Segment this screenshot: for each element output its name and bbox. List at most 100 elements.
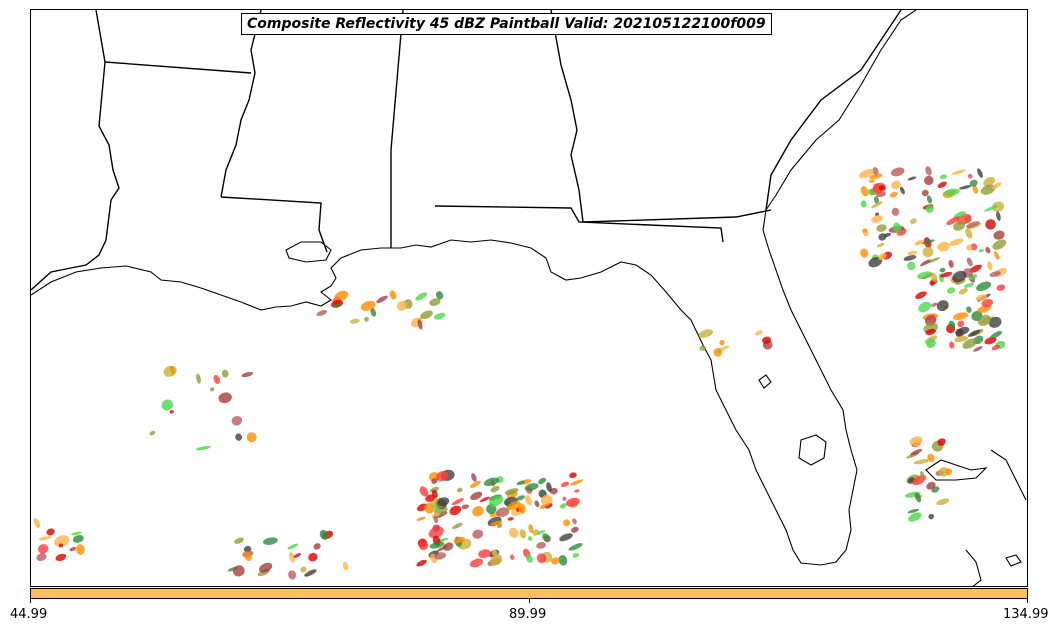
paintball-cell: [534, 500, 540, 508]
paintball-cell: [863, 231, 869, 237]
paintball-cell: [925, 166, 932, 176]
paintball-cell: [510, 554, 515, 560]
paintball-cell: [490, 485, 500, 493]
bahamas-a: [990, 449, 1027, 501]
gulf-coast-west: [31, 209, 858, 566]
paintball-cell: [536, 553, 547, 564]
paintball-cell: [937, 438, 946, 446]
paintball-cell: [519, 529, 527, 539]
paintball-cell: [195, 445, 212, 451]
paintball-cell: [262, 537, 278, 545]
paintball-cell: [244, 551, 252, 561]
paintball-cell: [420, 310, 433, 320]
colorbar: [30, 588, 1028, 599]
paintball-cell: [967, 329, 981, 337]
paintball-cell: [241, 371, 254, 378]
paintball-cell: [991, 201, 1005, 212]
bahamas-c: [1005, 554, 1022, 567]
paintball-cell: [991, 344, 1000, 351]
paintball-cell: [417, 319, 423, 330]
paintball-cell: [871, 215, 883, 223]
paintball-cell: [287, 543, 299, 550]
paintball-cell: [333, 303, 342, 308]
paintball-cell: [939, 174, 947, 180]
paintball-cell: [928, 513, 935, 520]
paintball-cell: [975, 294, 988, 301]
paintball-cell: [909, 218, 917, 224]
paintball-cell: [472, 529, 484, 539]
paintball-cell: [319, 529, 329, 540]
paintball-cell: [953, 221, 966, 231]
paintball-cell: [431, 512, 440, 518]
paintball-cell: [75, 544, 85, 555]
paintball-cell: [490, 520, 503, 526]
paintball-cell: [925, 328, 936, 336]
paintball-cell: [433, 515, 439, 524]
paintball-cell: [972, 184, 978, 194]
paintball-cell: [431, 478, 438, 484]
paintball-cell: [196, 373, 201, 384]
paintball-cell: [945, 468, 953, 476]
paintball-cell: [483, 477, 499, 487]
border-alabama-florida: [434, 205, 724, 243]
paintball-cell: [209, 387, 215, 392]
paintball-cell: [539, 504, 547, 510]
paintball-cell: [570, 479, 584, 486]
paintball-cell: [517, 503, 526, 514]
paintball-cell: [965, 228, 973, 239]
paintball-cell: [516, 495, 526, 501]
lake-okeechobee: [798, 434, 827, 466]
colorbar-tick-right: [1027, 599, 1028, 603]
paintball-cell: [334, 290, 349, 302]
paintball-cell: [889, 191, 898, 198]
paintball-cell: [451, 498, 464, 506]
paintball-cell: [993, 230, 1005, 240]
paintball-cell: [976, 281, 992, 292]
paintball-cell: [313, 543, 321, 550]
paintball-cell: [538, 477, 547, 485]
paintball-cell: [434, 552, 447, 560]
colorbar-tick-left: [30, 599, 31, 603]
paintball-cell: [924, 175, 934, 186]
paintball-cell: [457, 487, 463, 493]
paintball-cell: [957, 320, 965, 328]
paintball-cell: [443, 542, 454, 551]
paintball-cell: [435, 291, 444, 300]
paintball-cell: [762, 336, 772, 344]
paintball-cell: [926, 481, 936, 490]
paintball-cell: [914, 492, 922, 503]
border-arkansas-louisiana: [104, 61, 252, 74]
paintball-cell: [878, 253, 887, 261]
paintball-cell: [948, 320, 956, 329]
paintball-cell: [967, 173, 973, 179]
paintball-cell: [958, 288, 968, 295]
paintball-cell: [755, 330, 763, 336]
colorbar-tick-center: [529, 599, 530, 603]
paintball-cell: [907, 261, 916, 271]
paintball-cell: [149, 430, 156, 436]
paintball-cell: [304, 569, 317, 577]
border-georgia-florida: [582, 209, 772, 223]
paintball-cell: [953, 211, 966, 219]
paintball-cell: [559, 503, 567, 509]
paintball-cell: [922, 246, 934, 258]
paintball-cell: [891, 180, 901, 190]
paintball-cell: [419, 541, 429, 551]
paintball-cell: [428, 526, 444, 539]
paintball-cell: [970, 243, 978, 251]
paintball-cell: [983, 176, 996, 187]
border-mississippi-river: [220, 10, 262, 198]
paintball-cell: [966, 221, 980, 229]
paintball-cell: [955, 328, 964, 337]
paintball-cell: [364, 316, 369, 322]
paintball-cell: [996, 284, 1006, 291]
paintball-cell: [551, 557, 560, 565]
paintball-cell: [925, 204, 934, 213]
paintball-cell: [988, 316, 1002, 328]
paintball-cell: [71, 531, 82, 536]
paintball-cell: [288, 570, 297, 580]
paintball-cell: [908, 512, 922, 522]
atlantic-coast: [765, 10, 917, 211]
paintball-cell: [560, 481, 570, 488]
paintball-cell: [914, 239, 924, 246]
